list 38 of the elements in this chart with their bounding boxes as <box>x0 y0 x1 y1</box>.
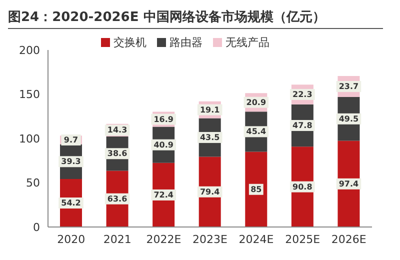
data-label: 19.1 <box>200 105 220 114</box>
data-label: 72.4 <box>154 190 174 200</box>
y-tick-label: 100 <box>19 132 40 146</box>
data-label: 23.7 <box>338 82 359 92</box>
data-label: 22.3 <box>292 90 312 99</box>
data-label: 79.4 <box>200 187 220 196</box>
data-label: 63.6 <box>107 194 128 204</box>
legend-label: 无线产品 <box>226 36 270 49</box>
x-tick-label: 2021 <box>103 232 132 246</box>
y-tick-label: 50 <box>26 176 40 190</box>
data-label: 45.4 <box>246 127 266 136</box>
data-label: 43.5 <box>200 132 220 142</box>
data-label: 90.8 <box>292 182 313 192</box>
y-tick-label: 200 <box>19 44 40 57</box>
x-tick-label: 2026E <box>331 232 366 246</box>
y-tick-label: 0 <box>33 220 40 234</box>
y-tick-label: 150 <box>19 88 40 102</box>
x-tick-label: 2024E <box>238 232 274 246</box>
data-label: 97.4 <box>338 179 360 188</box>
x-tick-label: 2025E <box>285 232 320 246</box>
data-label: 20.9 <box>246 98 266 107</box>
data-label: 39.3 <box>61 157 81 166</box>
x-tick-label: 2023E <box>192 232 228 246</box>
legend-label: 交换机 <box>114 36 146 49</box>
legend-label: 路由器 <box>170 36 202 49</box>
data-label: 9.7 <box>64 135 78 144</box>
data-label: 47.8 <box>292 120 313 130</box>
x-tick-label: 2020 <box>57 232 86 246</box>
data-label: 40.9 <box>154 140 174 150</box>
bar <box>245 152 268 227</box>
data-label: 85 <box>250 184 262 194</box>
data-label: 54.2 <box>61 198 81 208</box>
chart-title: 图24：2020-2026E 中国网络设备市场规模（亿元） <box>8 8 383 29</box>
data-label: 14.3 <box>107 126 128 135</box>
x-tick-label: 2022E <box>146 232 182 246</box>
data-label: 16.9 <box>154 114 174 124</box>
data-label: 38.6 <box>107 149 128 158</box>
data-label: 49.5 <box>338 114 360 124</box>
